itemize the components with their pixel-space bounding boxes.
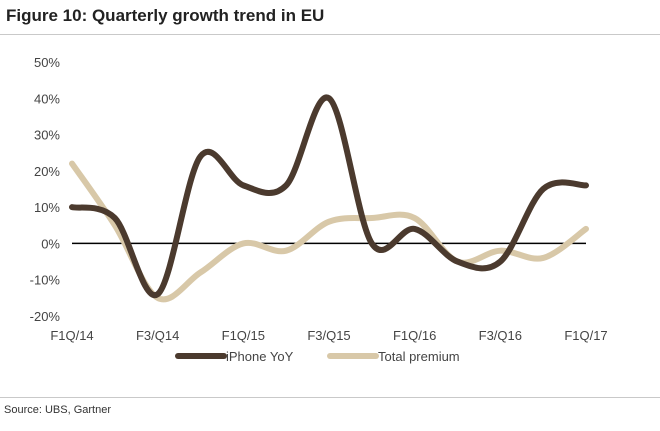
top-divider — [0, 34, 660, 35]
series-line-iphone-yoy — [69, 94, 589, 299]
x-tick-label: F1Q/14 — [50, 328, 93, 343]
x-tick-label: F3/Q16 — [479, 328, 522, 343]
x-tick-label: F1Q/16 — [393, 328, 436, 343]
x-tick-label: F1Q/17 — [564, 328, 607, 343]
x-tick-label: F1Q/15 — [222, 328, 265, 343]
y-tick-label: 50% — [34, 55, 60, 70]
y-tick-label: -10% — [30, 273, 61, 288]
x-tick-label: F3/Q15 — [307, 328, 350, 343]
figure-title: Figure 10: Quarterly growth trend in EU — [6, 6, 325, 25]
source-note: Source: UBS, Gartner — [4, 404, 111, 416]
y-tick-label: 20% — [34, 164, 60, 179]
legend-label: iPhone YoY — [226, 349, 294, 364]
y-tick-label: 10% — [34, 200, 60, 215]
series-layer — [69, 94, 589, 303]
x-tick-label: F3/Q14 — [136, 328, 179, 343]
legend-label: Total premium — [378, 349, 460, 364]
y-tick-label: 30% — [34, 128, 60, 143]
legend: iPhone YoY Total premium — [175, 349, 460, 364]
bottom-divider — [0, 397, 660, 398]
line-chart: 50%40%30%20%10%0%-10%-20% F1Q/14 F3/Q14 F1… — [30, 55, 608, 364]
y-tick-label: 40% — [34, 91, 60, 106]
series-line-total-premium — [69, 160, 589, 303]
x-axis: F1Q/14 F3/Q14 F1Q/15 F3/Q15 F1Q/16 F3/Q16 F1Q/… — [50, 328, 607, 343]
y-tick-label: -20% — [30, 309, 61, 324]
y-tick-label: 0% — [41, 236, 60, 251]
y-axis: 50% 40% 30% 20% 10% 0% -10% -20% — [30, 55, 61, 324]
